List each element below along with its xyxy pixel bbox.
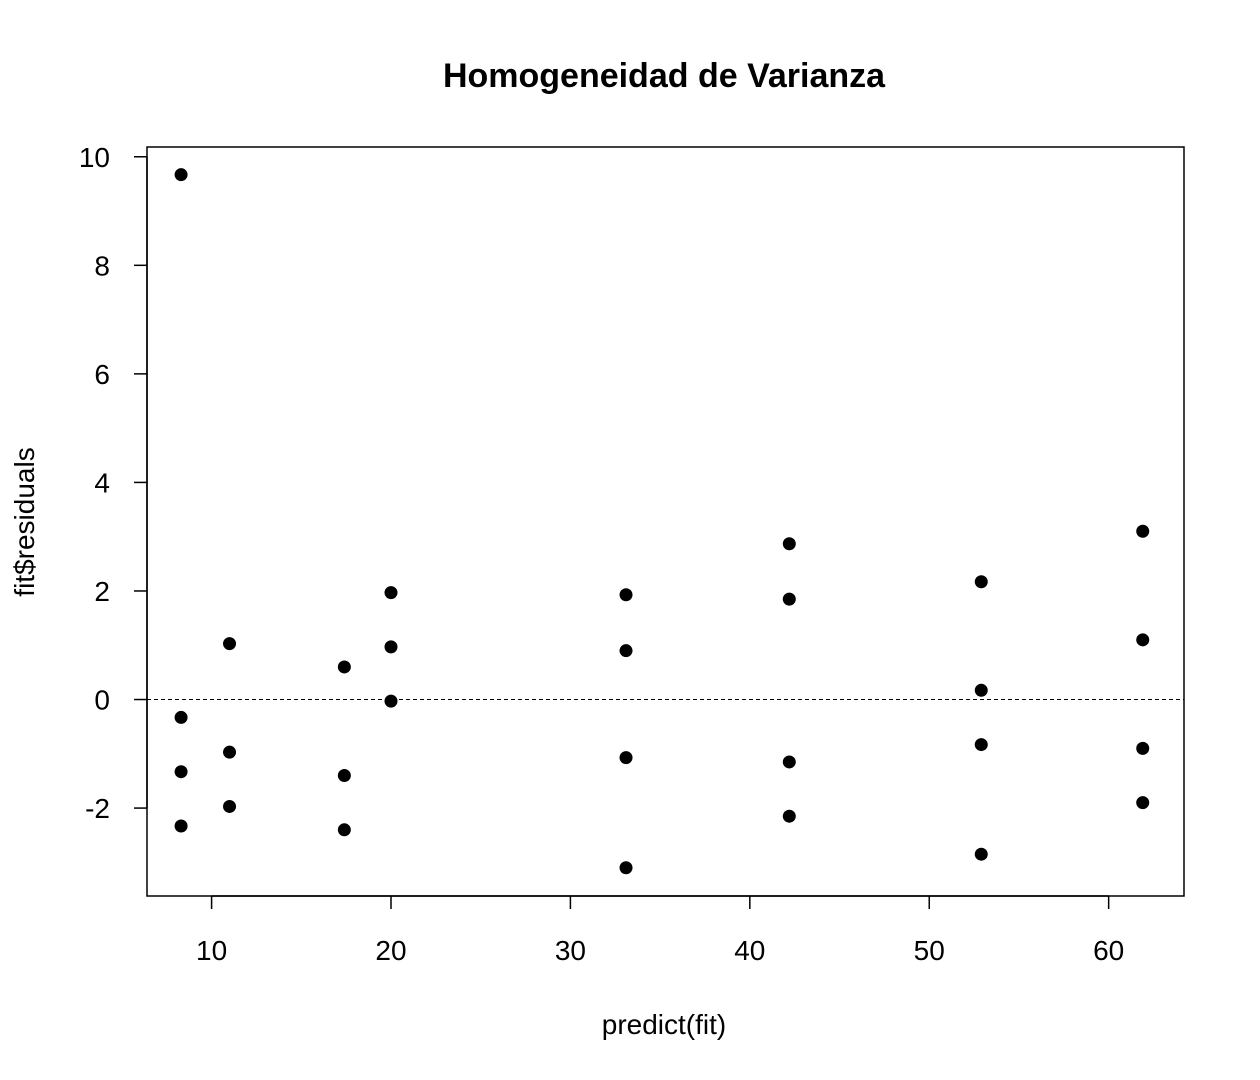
data-point [619, 644, 633, 658]
data-point [337, 660, 351, 674]
x-axis-label: predict(fit) [602, 1009, 726, 1040]
data-point [174, 765, 188, 779]
data-point [1136, 741, 1150, 755]
data-point [782, 592, 796, 606]
x-tick-label: 30 [555, 935, 586, 966]
data-point [974, 847, 988, 861]
y-tick-label: 10 [79, 142, 110, 173]
data-point [174, 819, 188, 833]
x-tick-label: 60 [1093, 935, 1124, 966]
x-tick-label: 50 [914, 935, 945, 966]
data-point [782, 809, 796, 823]
data-point [1136, 796, 1150, 810]
y-tick-label: -2 [85, 793, 110, 824]
chart-title: Homogeneidad de Varianza [443, 57, 886, 95]
data-point [174, 710, 188, 724]
y-axis-label: fit$residuals [9, 447, 40, 596]
data-point [223, 637, 237, 651]
y-tick-label: 0 [94, 685, 110, 716]
data-point [223, 799, 237, 813]
data-point [974, 738, 988, 752]
data-point [974, 683, 988, 697]
plot-frame [146, 146, 1185, 897]
data-point [337, 769, 351, 783]
data-point [1136, 633, 1150, 647]
y-tick-label: 8 [94, 250, 110, 281]
y-tick-label: 2 [94, 576, 110, 607]
x-tick-label: 10 [196, 935, 227, 966]
data-point [974, 575, 988, 589]
data-point [337, 823, 351, 837]
data-point [619, 588, 633, 602]
data-point [174, 168, 188, 182]
y-tick-label: 4 [94, 467, 110, 498]
data-point [619, 751, 633, 765]
data-point [384, 694, 398, 708]
data-point [619, 861, 633, 875]
y-axis: -2 0 2 4 6 8 10 [79, 142, 148, 824]
data-point [782, 537, 796, 551]
y-tick-label: 6 [94, 359, 110, 390]
data-point [1136, 524, 1150, 538]
data-point [384, 640, 398, 654]
x-tick-label: 20 [375, 935, 406, 966]
x-tick-label: 40 [734, 935, 765, 966]
data-points [174, 168, 1150, 875]
x-axis: 10 20 30 40 50 60 [196, 895, 1124, 966]
data-point [223, 745, 237, 759]
data-point [384, 586, 398, 600]
data-point [782, 755, 796, 769]
